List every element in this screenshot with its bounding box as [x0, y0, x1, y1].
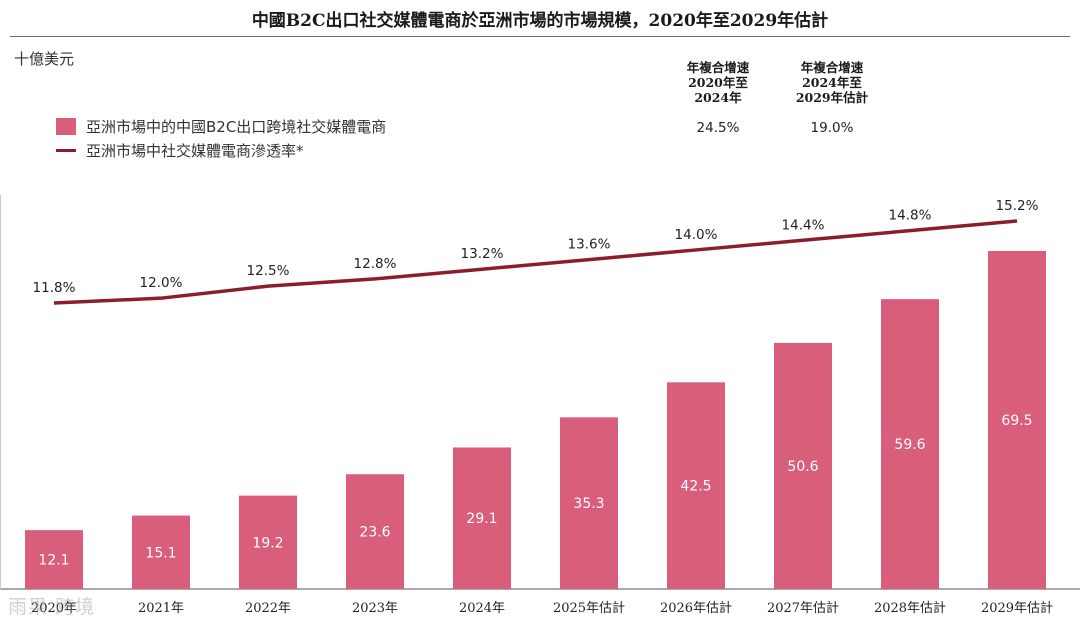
legend-bar-label: 亞洲市場中的中國B2C出口跨境社交媒體電商 — [86, 118, 387, 136]
line-value-label-1: 11.8% — [33, 280, 76, 296]
x-tick-label-2: 2021年 — [138, 601, 184, 616]
bar-value-label-9: 59.6 — [894, 437, 925, 453]
cagr-2-line2: 2024年至 — [802, 75, 862, 90]
line-value-label-3: 12.5% — [247, 263, 290, 279]
cagr-2-value: 19.0% — [810, 120, 854, 136]
bar-2 — [132, 515, 190, 589]
bar-value-label-8: 50.6 — [787, 459, 818, 475]
line-value-label-5: 13.2% — [461, 246, 504, 262]
bar-9 — [881, 299, 939, 589]
chart-title: 中國B2C出口社交媒體電商於亞洲市場的市場規模，2020年至2029年估計 — [251, 11, 829, 31]
x-tick-label-3: 2022年 — [245, 601, 291, 616]
legend-line-swatch — [56, 149, 76, 152]
x-tick-label-6: 2025年估計 — [553, 600, 625, 616]
legend-line-item: 亞洲市場中社交媒體電商滲透率* — [56, 140, 304, 161]
legend-line-label: 亞洲市場中社交媒體電商滲透率* — [86, 142, 304, 160]
line-value-label-8: 14.4% — [782, 217, 825, 233]
cagr-1-line2: 2020年至 — [688, 75, 748, 90]
bar-3 — [239, 495, 297, 589]
bar-6 — [560, 417, 618, 589]
line-value-label-2: 12.0% — [140, 275, 183, 291]
x-tick-label-5: 2024年 — [459, 601, 505, 616]
line-value-label-10: 15.2% — [996, 198, 1039, 214]
line-value-label-9: 14.8% — [889, 208, 932, 224]
legend-bar-item: 亞洲市場中的中國B2C出口跨境社交媒體電商 — [56, 116, 386, 137]
bar-1 — [25, 530, 83, 589]
bar-value-label-10: 69.5 — [1001, 413, 1032, 429]
x-tick-label-9: 2028年估計 — [874, 600, 946, 616]
bar-value-label-7: 42.5 — [680, 479, 711, 495]
bar-value-label-5: 29.1 — [466, 511, 497, 527]
line-value-label-7: 14.0% — [675, 227, 718, 243]
x-tick-label-4: 2023年 — [352, 601, 398, 616]
legend-bar-swatch — [56, 118, 76, 135]
line-value-label-6: 13.6% — [568, 237, 611, 253]
bar-value-label-4: 23.6 — [359, 525, 390, 541]
unit-label: 十億美元 — [14, 50, 75, 68]
cagr-1-line1: 年複合增速 — [686, 60, 750, 75]
bar-value-label-6: 35.3 — [573, 496, 604, 512]
cagr-header-2: 年複合增速 2024年至 2029年估計 — [777, 60, 887, 105]
penetration-line — [53, 219, 1018, 305]
bar-value-label-3: 19.2 — [252, 535, 283, 551]
watermark-text: 雨果 跨境 — [8, 596, 96, 618]
x-tick-label-10: 2029年估計 — [981, 600, 1053, 616]
cagr-header-1: 年複合增速 2020年至 2024年 — [663, 60, 773, 105]
cagr-1-line3: 2024年 — [694, 90, 742, 105]
bar-4 — [346, 474, 404, 589]
bar-7 — [667, 382, 725, 589]
bar-10 — [988, 251, 1046, 589]
cagr-2-line1: 年複合增速 — [800, 60, 864, 75]
cagr-1-value: 24.5% — [696, 120, 740, 136]
bar-value-label-1: 12.1 — [38, 553, 69, 569]
bar-8 — [774, 342, 832, 589]
bar-value-label-2: 15.1 — [145, 545, 176, 561]
title-divider — [10, 36, 1070, 37]
x-tick-label-7: 2026年估計 — [660, 600, 732, 616]
bar-5 — [453, 447, 511, 589]
line-value-label-4: 12.8% — [354, 256, 397, 272]
x-tick-label-1: 2020年 — [31, 601, 77, 616]
cagr-2-line3: 2029年估計 — [795, 90, 869, 105]
x-tick-label-8: 2027年估計 — [767, 600, 839, 616]
